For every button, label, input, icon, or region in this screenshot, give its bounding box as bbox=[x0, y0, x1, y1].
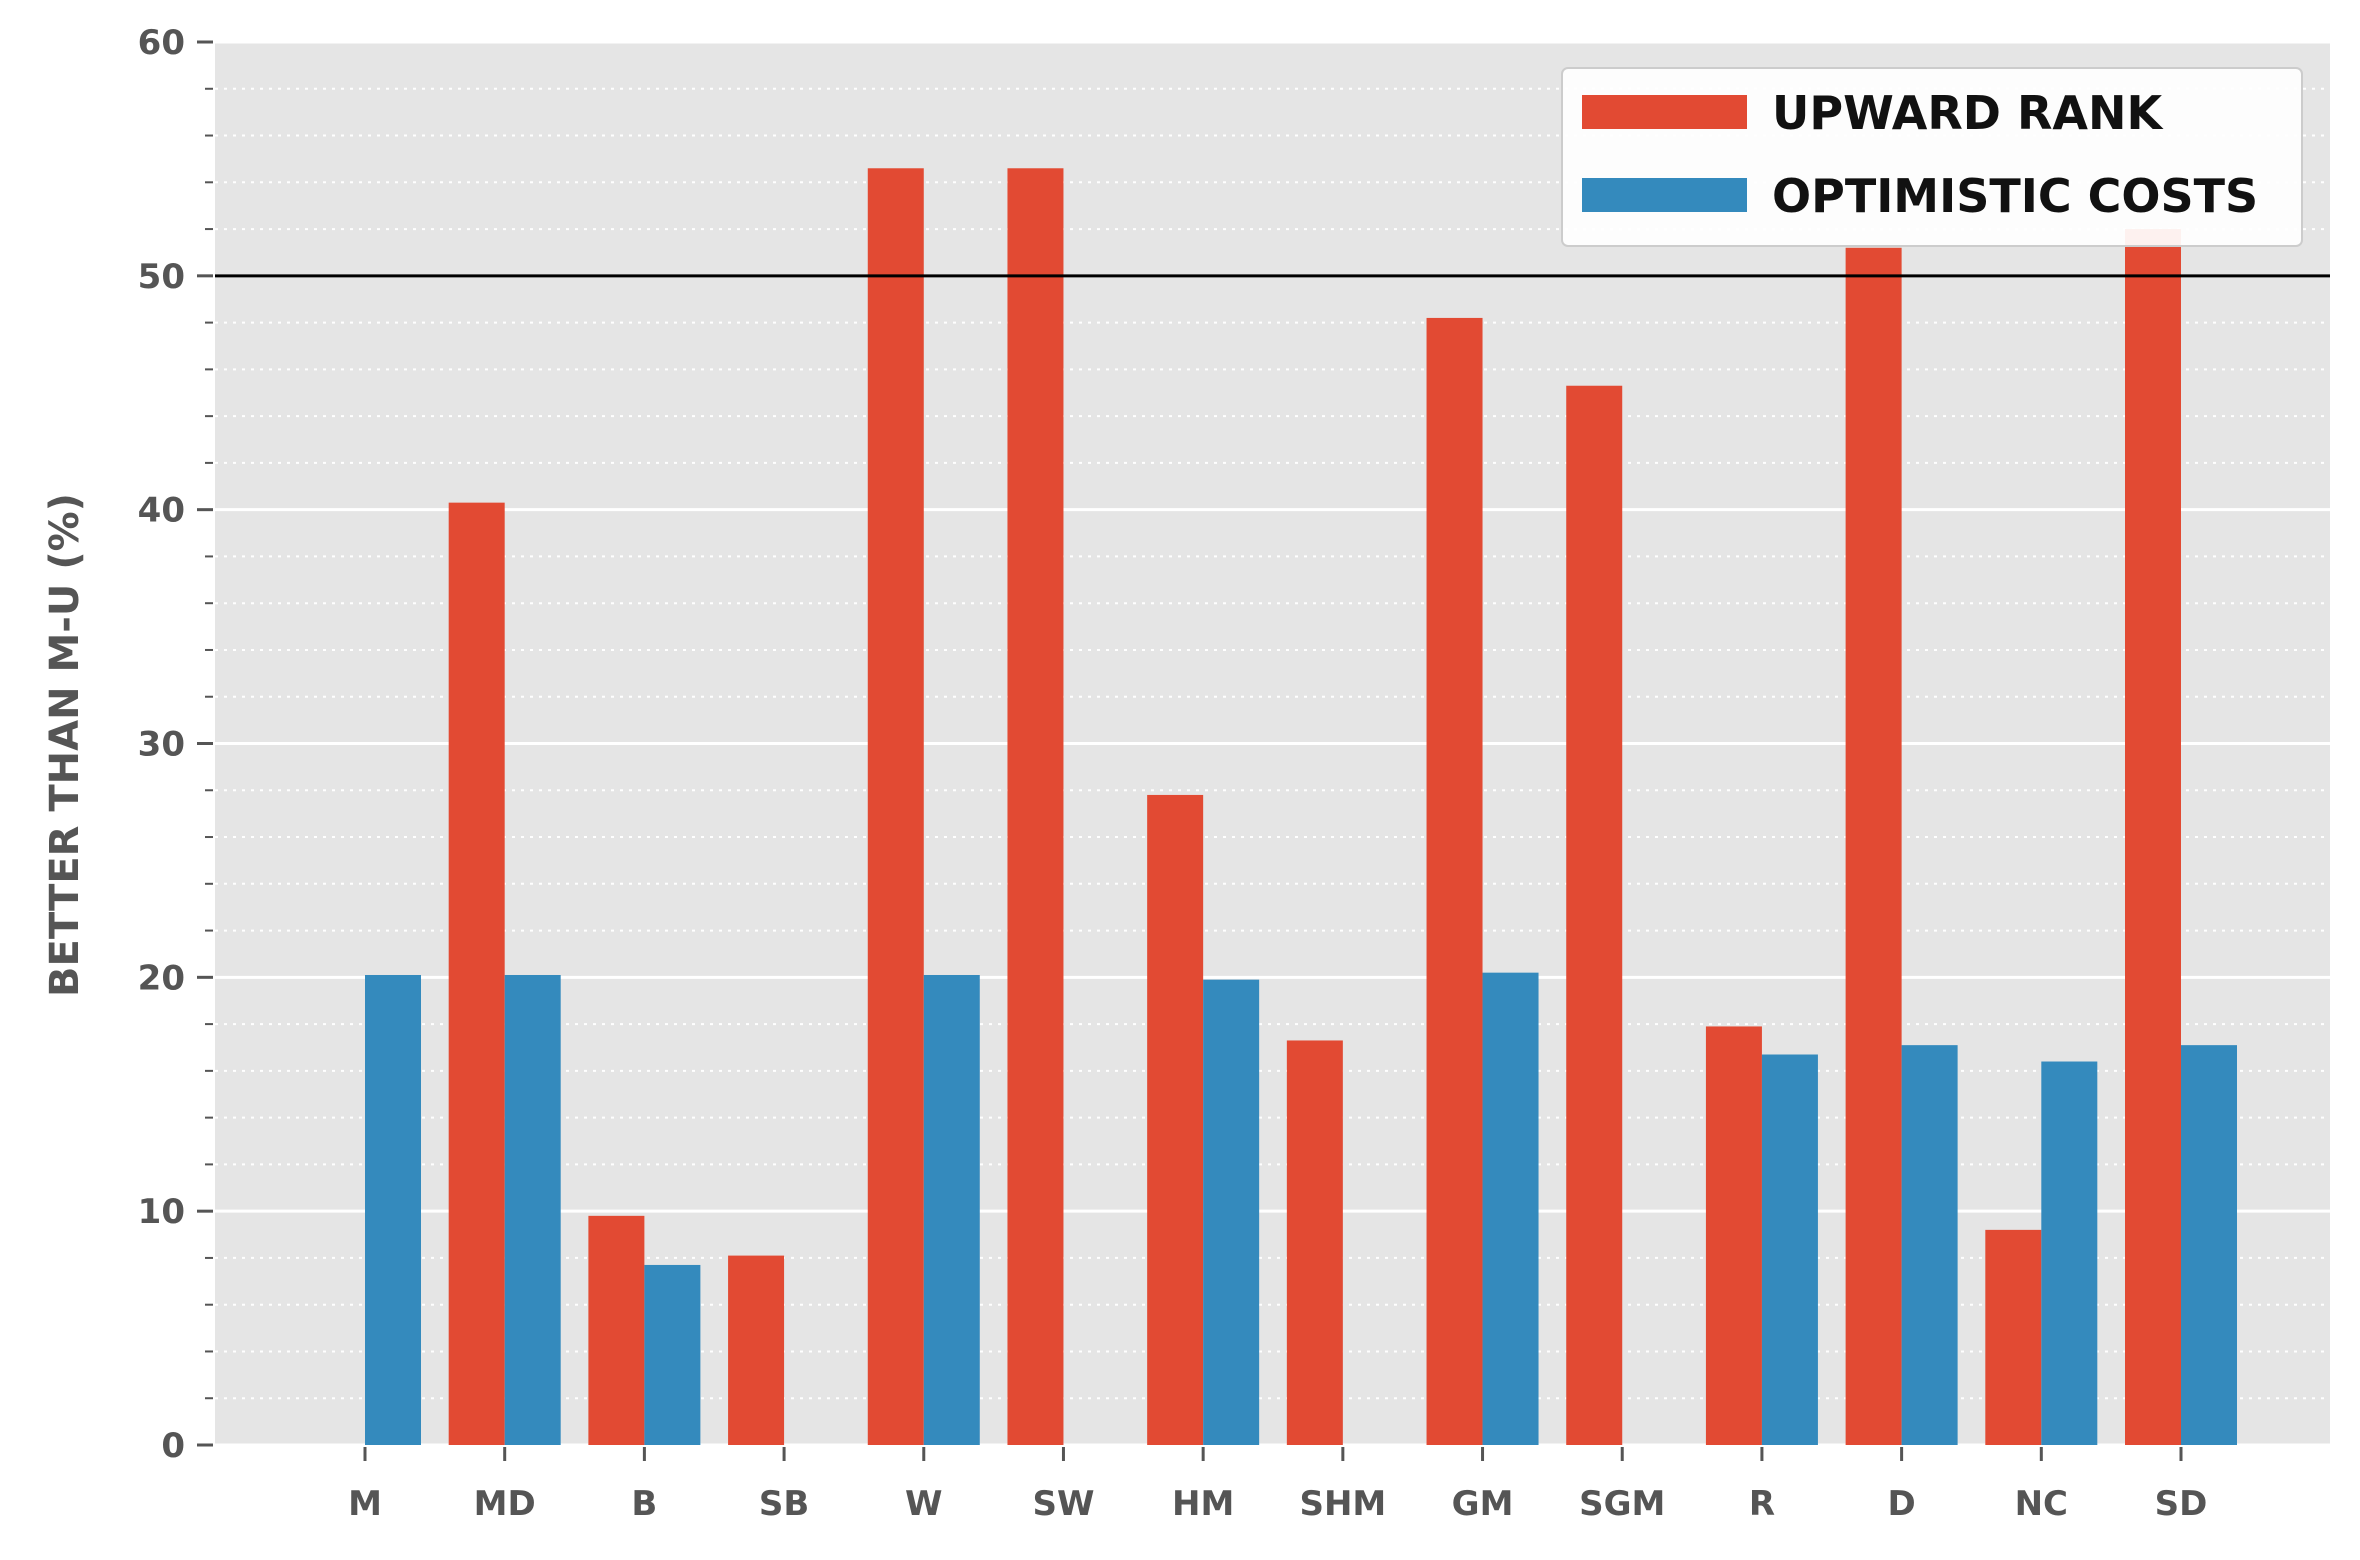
x-tick-label: SD bbox=[2155, 1484, 2208, 1524]
y-tick-label: 60 bbox=[138, 23, 185, 63]
legend-swatch-optimistic-costs bbox=[1582, 178, 1747, 212]
bar-upward-rank-shm bbox=[1286, 1040, 1343, 1445]
bar-upward-rank-sb bbox=[728, 1255, 785, 1445]
bar-upward-rank-b bbox=[588, 1215, 645, 1445]
grid-lines bbox=[215, 40, 2330, 1447]
bar-optimistic-costs-gm bbox=[1482, 972, 1539, 1445]
bar-optimistic-costs-md bbox=[504, 974, 561, 1445]
x-tick-label: B bbox=[631, 1484, 657, 1524]
x-tick-label: GM bbox=[1452, 1484, 1514, 1524]
y-tick-label: 0 bbox=[161, 1426, 185, 1466]
y-tick-label: 50 bbox=[138, 257, 185, 297]
x-tick-label: M bbox=[348, 1484, 382, 1524]
legend-swatch-upward-rank bbox=[1582, 95, 1747, 129]
bar-upward-rank-hm bbox=[1147, 794, 1204, 1445]
bar-optimistic-costs-r bbox=[1761, 1054, 1818, 1445]
bar-upward-rank-nc bbox=[1985, 1229, 2042, 1445]
x-tick-label: SW bbox=[1032, 1484, 1094, 1524]
bar-optimistic-costs-w bbox=[923, 974, 980, 1445]
x-tick-label: W bbox=[905, 1484, 943, 1524]
x-tick-label: NC bbox=[2015, 1484, 2068, 1524]
x-tick-label: HM bbox=[1172, 1484, 1234, 1524]
y-tick-label: 30 bbox=[138, 725, 185, 765]
x-tick-label: R bbox=[1749, 1484, 1775, 1524]
x-tick-label: D bbox=[1887, 1484, 1915, 1524]
bar-optimistic-costs-nc bbox=[2041, 1061, 2098, 1445]
y-tick-label: 20 bbox=[138, 958, 185, 998]
bar-optimistic-costs-sd bbox=[2181, 1045, 2237, 1445]
x-axis: M MD B SB W SW HM SHM GM SGM R D NC SD bbox=[348, 1447, 2207, 1524]
bar-upward-rank-gm bbox=[1426, 317, 1483, 1445]
y-tick-label: 40 bbox=[138, 491, 185, 531]
bar-upward-rank-md bbox=[448, 502, 505, 1445]
y-axis-title: BETTER THAN M-U (%) bbox=[42, 493, 88, 997]
legend-label-upward-rank: UPWARD RANK bbox=[1772, 86, 2164, 140]
bar-upward-rank-r bbox=[1705, 1026, 1762, 1445]
bar-optimistic-costs-d bbox=[1901, 1045, 1958, 1445]
bar-upward-rank-sd bbox=[2125, 229, 2181, 1446]
x-tick-label: SB bbox=[759, 1484, 809, 1524]
legend-label-optimistic-costs: OPTIMISTIC COSTS bbox=[1772, 169, 2258, 223]
bar-upward-rank-d bbox=[1845, 247, 1902, 1446]
x-tick-label: SGM bbox=[1579, 1484, 1665, 1524]
bars bbox=[365, 168, 2237, 1446]
bar-optimistic-costs-m bbox=[365, 974, 421, 1445]
legend: UPWARD RANK OPTIMISTIC COSTS bbox=[1561, 67, 2303, 247]
bar-upward-rank-w bbox=[867, 168, 924, 1445]
x-tick-label: SHM bbox=[1299, 1484, 1386, 1524]
bar-upward-rank-sgm bbox=[1566, 385, 1623, 1445]
x-tick-label: MD bbox=[474, 1484, 536, 1524]
y-tick-label: 10 bbox=[138, 1192, 185, 1232]
bar-optimistic-costs-hm bbox=[1203, 979, 1260, 1445]
bar-upward-rank-sw bbox=[1007, 168, 1064, 1445]
bar-optimistic-costs-b bbox=[644, 1264, 701, 1445]
y-axis: 0 10 20 30 40 50 60 bbox=[138, 23, 213, 1466]
